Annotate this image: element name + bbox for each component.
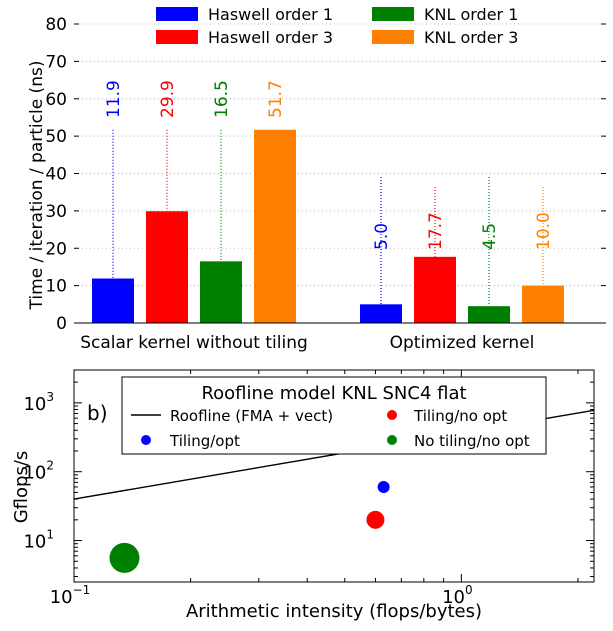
bar-value-label: 5.0 <box>372 223 392 250</box>
legend-swatch <box>372 7 414 21</box>
y-tick-label: 30 <box>45 202 67 222</box>
y-tick-label: 80 <box>45 15 67 35</box>
bar-value-label: 17.7 <box>426 212 446 250</box>
bar-value-label: 11.9 <box>104 80 124 118</box>
legend-marker <box>387 410 397 420</box>
legend: Haswell order 1 Haswell order 3 KNL order … <box>156 5 518 47</box>
y-tick-label: 0 <box>56 314 67 334</box>
category-label: Optimized kernel <box>390 333 535 353</box>
roofline-chart: 10−1 100 101 102 103 b) Roofline model KNL S… <box>11 369 595 622</box>
y-tick-label: 102 <box>23 459 54 484</box>
y-axis-label: Gflops/s <box>11 451 32 524</box>
legend-swatch <box>372 30 414 44</box>
bar-value-label: 51.7 <box>266 80 286 118</box>
axes: 0 10 20 30 40 50 60 70 80 Scalar kernel without t… <box>45 15 606 353</box>
legend-entry-label: Roofline (FMA + vect) <box>170 407 333 425</box>
bar <box>200 261 242 323</box>
bar <box>468 306 510 323</box>
y-tick-label: 10 <box>45 277 67 297</box>
chart-title: Roofline model KNL SNC4 flat <box>201 383 466 404</box>
bar-value-label: 16.5 <box>212 80 232 118</box>
legend: Roofline model KNL SNC4 flat Roofline (F… <box>121 376 547 455</box>
panel-label: b) <box>87 401 108 425</box>
legend-entry-label: Tiling/no opt <box>413 407 507 425</box>
bars <box>92 129 564 323</box>
data-point <box>109 542 140 573</box>
legend-swatch <box>156 30 198 44</box>
axes: 10−1 100 101 102 103 <box>23 369 595 608</box>
bar-value-label: 10.0 <box>534 212 554 250</box>
y-tick-label: 101 <box>23 528 54 553</box>
x-axis-label: Arithmetic intensity (flops/bytes) <box>186 601 482 622</box>
y-tick-label: 20 <box>45 239 67 259</box>
legend-entry-label: Haswell order 1 <box>208 5 333 24</box>
x-tick-label: 100 <box>442 583 473 608</box>
bar-chart: 11.9 29.9 16.5 51.7 5.0 17.7 4.5 10.0 0 10 20 30 40… <box>27 5 606 353</box>
y-tick-label: 50 <box>45 127 67 147</box>
bar-value-label: 4.5 <box>480 223 500 250</box>
legend-swatch <box>156 7 198 21</box>
bar <box>92 278 134 323</box>
data-point <box>377 480 390 493</box>
legend-marker <box>387 435 397 445</box>
bar <box>360 304 402 323</box>
bar-value-label: 29.9 <box>158 80 178 118</box>
legend-entry-label: Haswell order 3 <box>208 28 333 47</box>
y-tick-label: 60 <box>45 90 67 110</box>
x-tick-label: 10−1 <box>50 583 91 608</box>
legend-entry-label: KNL order 3 <box>424 28 518 47</box>
bar <box>522 285 564 323</box>
category-label: Scalar kernel without tiling <box>80 333 308 353</box>
y-tick-label: 40 <box>45 165 67 185</box>
bar-value-labels: 11.9 29.9 16.5 51.7 5.0 17.7 4.5 10.0 <box>104 80 554 307</box>
legend-entry-label: Tiling/opt <box>169 432 240 450</box>
legend-entry-label: No tiling/no opt <box>414 432 530 450</box>
y-tick-label: 103 <box>23 390 54 415</box>
legend-entry-label: KNL order 1 <box>424 5 518 24</box>
bar <box>414 256 456 323</box>
bar <box>146 211 188 323</box>
y-axis-label: Time / iteration / particle (ns) <box>27 61 47 311</box>
y-tick-label: 70 <box>45 52 67 72</box>
plot-frame <box>73 369 595 583</box>
legend-marker <box>141 435 151 445</box>
data-point <box>366 510 385 529</box>
legend-box <box>121 376 547 455</box>
bar <box>254 129 296 323</box>
